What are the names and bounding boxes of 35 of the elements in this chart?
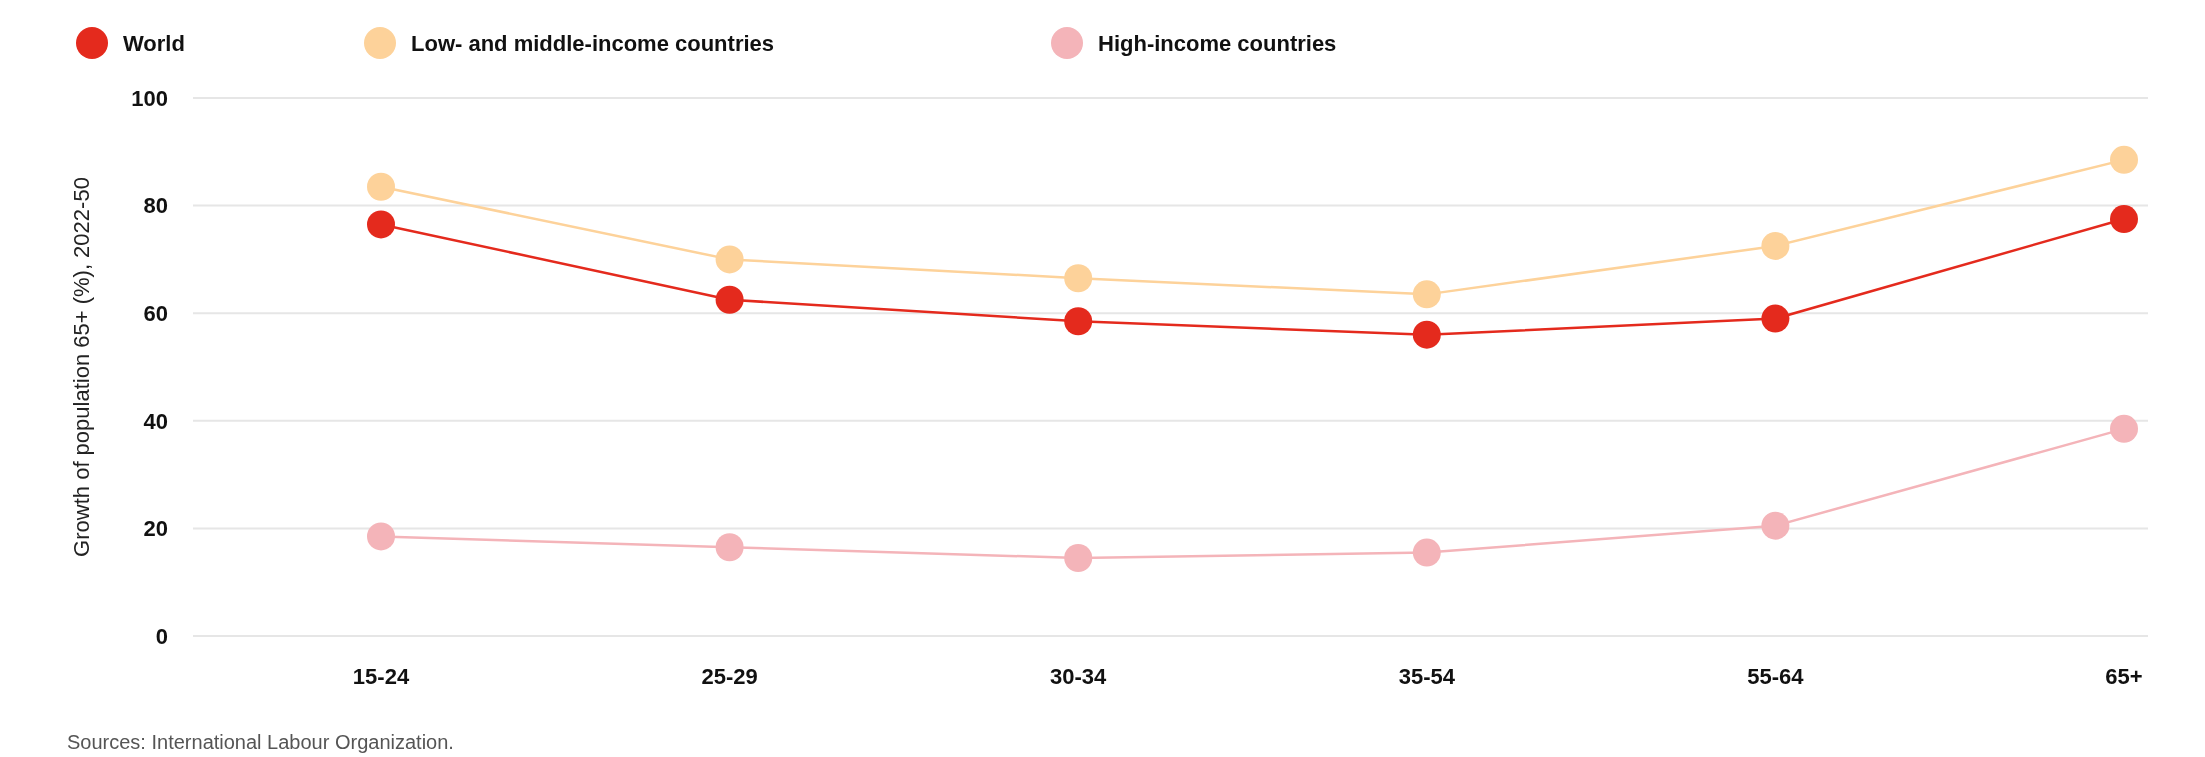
point	[1064, 307, 1093, 336]
point	[715, 285, 744, 314]
point	[1412, 320, 1441, 349]
point	[367, 522, 395, 551]
point	[367, 172, 395, 201]
legend-label: World	[123, 30, 185, 56]
point	[1064, 264, 1093, 293]
point	[2110, 145, 2138, 174]
legend-label: Low- and middle-income countries	[411, 30, 775, 56]
point	[1761, 231, 1790, 260]
y-tick-label: 0	[155, 623, 168, 649]
point	[715, 533, 744, 562]
point	[1412, 538, 1441, 567]
x-tick-label: 55-64	[1747, 663, 1805, 689]
y-tick-label: 40	[143, 408, 168, 434]
y-tick-label: 80	[143, 193, 168, 219]
point	[2110, 205, 2138, 234]
y-tick-label: 60	[143, 300, 168, 326]
x-tick-label: 30-34	[1050, 663, 1108, 689]
x-tick-label: 15-24	[352, 663, 410, 689]
y-tick-label: 100	[131, 85, 168, 111]
legend-label: High-income countries	[1098, 30, 1337, 56]
x-tick-label: 35-54	[1398, 663, 1456, 689]
point	[1412, 280, 1441, 309]
point	[1064, 543, 1093, 572]
source-note: Sources: International Labour Organization.	[67, 731, 454, 753]
x-tick-label: 65+	[2105, 663, 2143, 689]
point	[715, 245, 744, 274]
point	[2110, 414, 2138, 443]
point	[1761, 511, 1790, 540]
y-tick-label: 20	[143, 516, 168, 542]
point	[367, 210, 395, 239]
y-axis-title: Growth of population 65+ (%), 2022-50	[68, 177, 94, 557]
x-tick-label: 25-29	[701, 663, 758, 689]
point	[1761, 304, 1790, 333]
